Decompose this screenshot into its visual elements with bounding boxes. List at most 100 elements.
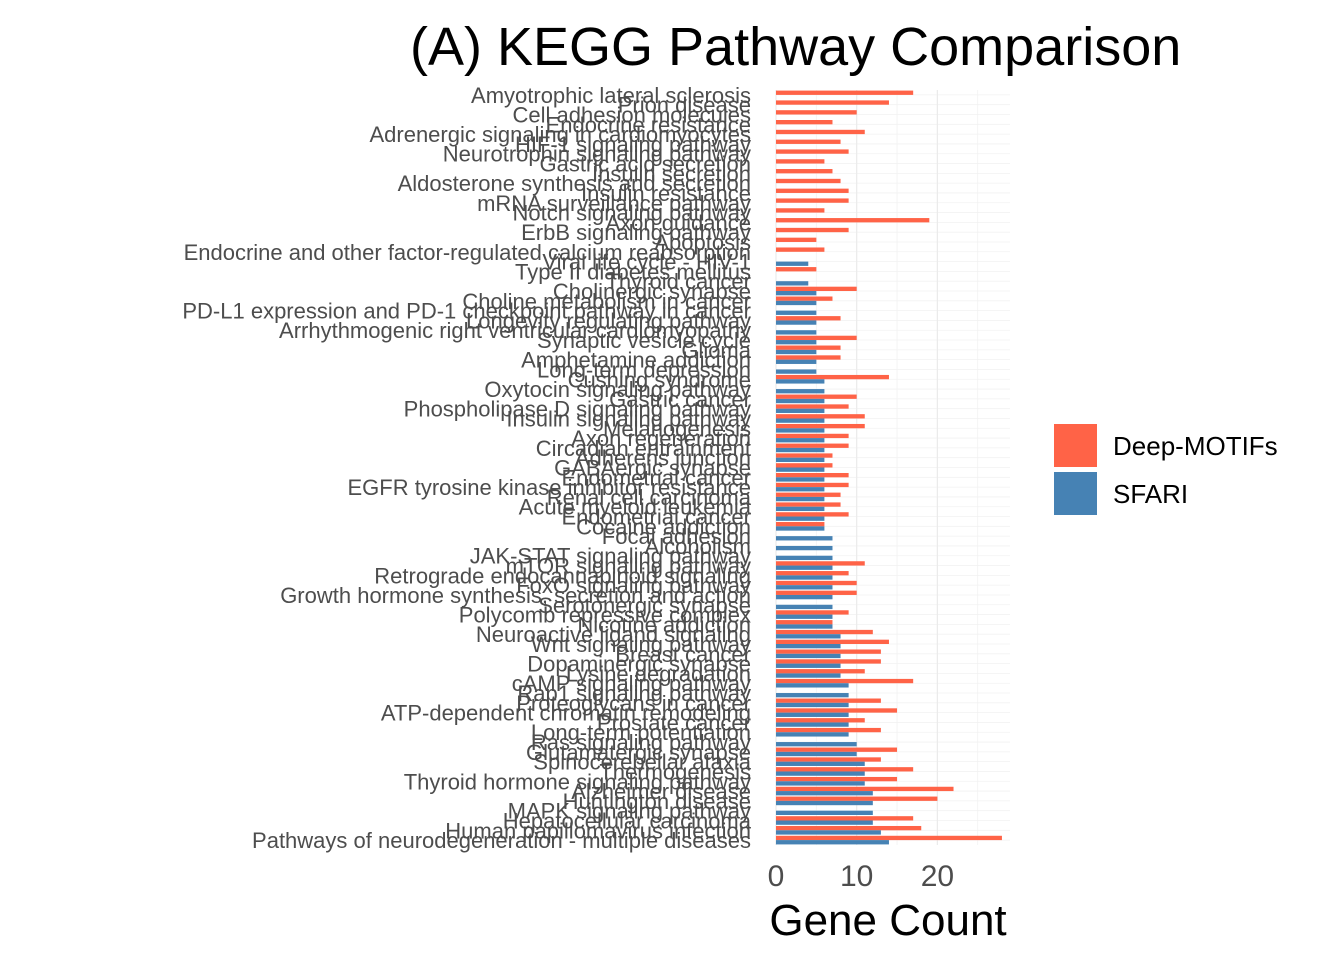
category-label: Synaptic vesicle cycle [537,328,751,353]
bar-deep-motifs [776,502,841,507]
bar-deep-motifs [776,316,841,321]
bar-deep-motifs [776,404,849,409]
bar-sfari [776,751,857,757]
bar-sfari [776,643,841,649]
category-label: Cell adhesion molecules [513,103,751,128]
bar-sfari [776,761,865,766]
bar-deep-motifs [776,825,922,831]
bar-sfari [776,428,825,433]
category-label: Insulin signaling pathway [506,406,751,431]
bar-deep-motifs [776,198,849,203]
category-label: Hepatocellular carcinoma [503,808,752,833]
category-label: mTOR signaling pathway [506,554,751,579]
bar-sfari [776,496,825,502]
category-label: Proteoglycans in cancer [516,691,751,716]
category-label: Endometrial cancer [561,505,751,530]
category-label: Focal adhesion [602,524,751,549]
bar-deep-motifs [776,394,857,399]
category-label: Renal cell carcinoma [547,485,752,510]
bar-deep-motifs [776,120,833,125]
legend-label: SFARI [1113,479,1188,509]
bar-sfari [776,781,865,786]
x-tick-label: 20 [921,860,954,893]
category-label: Gastric cancer [609,387,751,412]
bar-deep-motifs [776,423,865,429]
bar-sfari [776,281,809,286]
bar-sfari [776,261,809,266]
bar-sfari [776,291,817,296]
bar-deep-motifs [776,620,833,625]
x-axis-ticks: 0 10 20 [768,860,954,893]
category-label: HIF-1 signaling pathway [515,132,751,157]
legend-key [1054,424,1097,467]
bar-deep-motifs [776,355,841,360]
category-label: ErbB signaling pathway [521,220,751,245]
category-label: Spinocerebellar ataxia [533,750,751,775]
bar-deep-motifs [776,698,881,703]
legend: Deep-MOTIFs SFARI [1054,424,1278,515]
bar-deep-motifs [776,649,881,654]
category-label: Apoptosis [654,230,751,255]
category-label: mRNA surveillance pathway [477,191,751,216]
bar-sfari [776,683,849,688]
bar-sfari [776,653,841,659]
category-label: PD-L1 expression and PD-1 checkpoint pat… [182,299,751,324]
bar-sfari [776,810,873,815]
x-axis-title: Gene Count [769,896,1006,945]
category-label: Dopaminergic synapse [527,652,751,677]
bar-deep-motifs [776,561,865,566]
bar-deep-motifs [776,267,817,272]
bar-deep-motifs [776,757,881,762]
category-label: Prion disease [618,93,751,118]
bar-sfari [776,408,825,413]
bar-deep-motifs [776,767,914,772]
category-label: Cholinergic synapse [553,279,751,304]
bar-sfari [776,604,833,610]
bar-sfari [776,702,849,708]
bar-sfari [776,389,825,394]
bar-deep-motifs [776,247,825,252]
category-label: Adherens junction [575,446,751,471]
bar-deep-motifs [776,522,825,527]
category-label: Serotonergic synapse [538,593,751,618]
category-label: ATP-dependent chromatin remodeling [381,701,751,726]
bar-deep-motifs [776,149,849,154]
category-label: Nicotine addiction [577,612,751,637]
category-label: Longevity regulating pathway [466,308,751,333]
bar-sfari [776,457,825,463]
category-label: Alzheimer disease [571,779,751,804]
bar-deep-motifs [776,345,841,350]
bar-deep-motifs [776,335,857,341]
bar-sfari [776,732,849,737]
bar-deep-motifs [776,639,889,644]
bar-sfari [776,575,833,580]
legend-key [1054,472,1097,515]
bar-sfari [776,536,833,541]
bar-sfari [776,477,825,482]
bar-sfari [776,634,841,639]
category-label: Endocrine resistance [546,112,751,137]
category-label: Pathways of neurodegeneration - multiple… [252,828,751,853]
category-label: Huntington disease [563,789,751,814]
bar-deep-motifs [776,110,857,115]
bar-deep-motifs [776,433,849,439]
bar-sfari [776,359,817,364]
bar-deep-motifs [776,208,825,213]
category-label: Neuroactive ligand signaling [476,622,751,647]
category-label: Insulin resistance [581,181,751,206]
category-label: Endocrine and other factor-regulated cal… [184,240,751,265]
legend-label: Deep-MOTIFs [1113,431,1278,461]
bar-deep-motifs [776,237,817,242]
category-label: Breast cancer [615,642,751,667]
category-label: Adrenergic signaling in cardiomyocytes [369,122,751,147]
x-tick-label: 0 [768,860,785,893]
category-label: Oxytocin signaling pathway [484,377,751,402]
bar-sfari [776,300,817,306]
category-label: EGFR tyrosine kinase inhibitor resistanc… [348,475,752,500]
category-label: JAK-STAT signaling pathway [470,544,751,569]
bar-sfari [776,487,825,492]
category-label: Type II diabetes mellitus [515,259,751,284]
bar-sfari [776,526,825,531]
